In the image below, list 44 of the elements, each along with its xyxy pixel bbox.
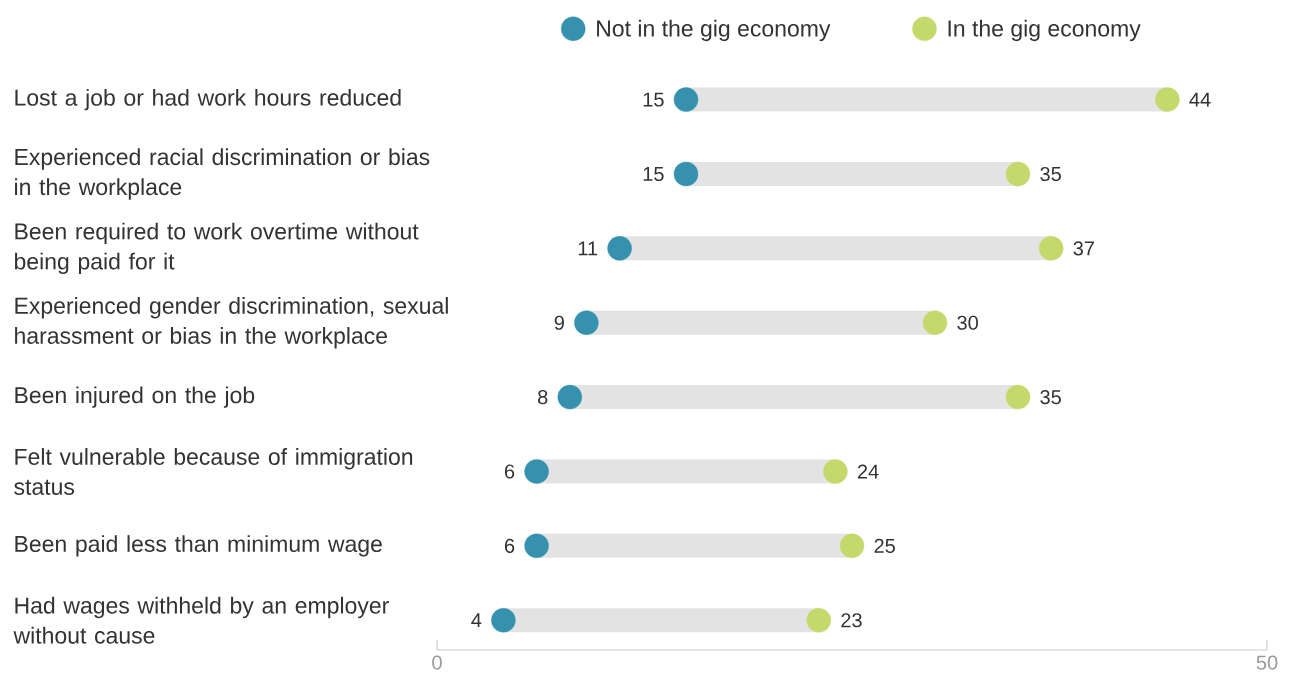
point [922,310,948,335]
point [574,310,599,335]
y-tick-label: Felt vulnerable because of immigration status [14,448,413,495]
x-tick-label: 50 [1256,655,1278,670]
x-tick-label: 0 [432,655,442,670]
data-label: 25 [874,538,895,553]
point [673,161,699,187]
data-label: 15 [643,167,664,181]
y-tick-label: Been injured on the job [15,386,255,408]
y-tick-label: Lost a job or had work hours reduced [15,88,401,111]
point [673,87,699,112]
data-label: 11 [578,241,598,256]
data-label: 35 [1040,166,1061,182]
point [1155,87,1180,112]
point [524,533,549,559]
data-label: 44 [1189,92,1211,107]
point [491,608,516,633]
y-tick-label: Been paid less than minimum wage [15,535,382,557]
data-label: 37 [1073,241,1094,256]
y-tick-label: Experienced gender discrimination, sexual harassment or bias in the workplace [15,297,448,349]
point [1039,236,1064,261]
legend-label: In the gig economy [948,19,1141,42]
point [806,608,831,633]
data-label: 6 [504,538,515,553]
data-label: 24 [857,464,879,479]
data-label: 4 [471,613,482,628]
point [524,459,549,484]
data-label: 6 [504,464,515,479]
data-label: 8 [538,390,548,405]
data-label: 15 [643,92,664,107]
point [607,236,632,261]
data-label: 9 [554,315,564,330]
point [839,533,865,559]
point [557,384,583,410]
y-tick-label: Been required to work overtime without being paid for it [15,222,419,275]
point [823,459,848,484]
point [1005,161,1031,187]
data-label: 23 [841,613,862,628]
point [1005,384,1031,410]
y-tick-label: Had wages withheld by an employer without cause [13,596,389,644]
data-label: 35 [1040,390,1061,405]
legend-label: Not in the gig economy [597,19,831,42]
data-label: 30 [957,315,978,330]
y-tick-label: Experienced racial discrimination or bias in the workplace [15,148,430,200]
